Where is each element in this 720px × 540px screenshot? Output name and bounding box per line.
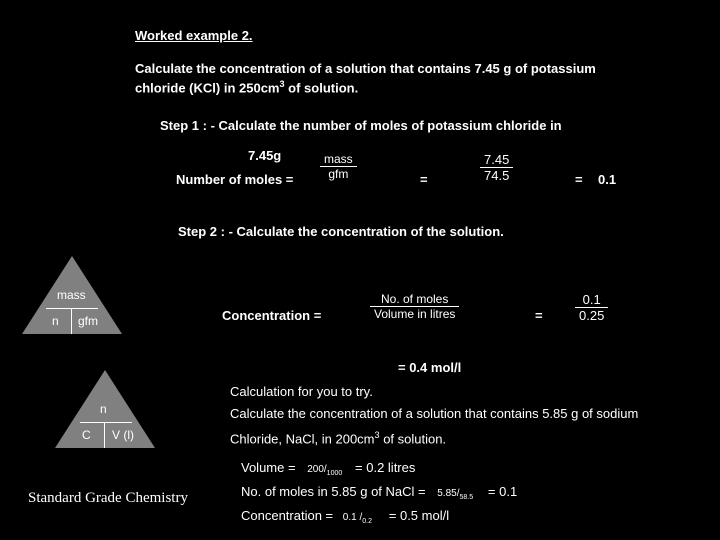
val-den: 74.5 xyxy=(480,168,513,183)
conc-label: Concentration = xyxy=(222,308,321,323)
fraction-conc-vals: 0.1 0.25 xyxy=(575,292,608,323)
vol-calc-end: = 0.2 litres xyxy=(355,460,415,475)
conc-calc: Concentration = 0.1 /0.2 = 0.5 mol/l xyxy=(241,508,449,525)
footer: Standard Grade Chemistry xyxy=(28,490,188,507)
step1-label: Step 1 : - Calculate the number of moles… xyxy=(160,118,562,133)
problem-part1: Calculate the concentration of a solutio… xyxy=(135,61,596,96)
conc-calc-end: = 0.5 mol/l xyxy=(389,508,449,523)
tri1-top: mass xyxy=(57,288,86,302)
moles-calc: No. of moles in 5.85 g of NaCl = 5.85/58… xyxy=(241,484,517,501)
try-p2-b: of solution. xyxy=(380,431,447,446)
conc-den: 0.2 xyxy=(362,518,372,525)
tri1-left: n xyxy=(52,314,59,328)
gfm-word: gfm xyxy=(320,167,357,181)
tri1-divider xyxy=(46,308,98,309)
step1-mass: 7.45g xyxy=(248,148,281,163)
val-num: 7.45 xyxy=(480,152,513,168)
tri1-right: gfm xyxy=(78,314,98,328)
result2: = 0.4 mol/l xyxy=(398,360,461,375)
eq2: = xyxy=(575,172,583,187)
fraction-values: 7.45 74.5 xyxy=(480,152,513,183)
try-label: Calculation for you to try. xyxy=(230,384,373,399)
vol-num: 200 xyxy=(307,464,324,475)
vol-calc: Volume = 200/1000 = 0.2 litres xyxy=(241,460,415,477)
problem-end: of solution. xyxy=(285,81,359,96)
tri2-left: C xyxy=(82,428,91,442)
volitres: Volume in litres xyxy=(370,307,459,321)
mass-word: mass xyxy=(320,152,357,167)
problem-text: Calculate the concentration of a solutio… xyxy=(135,60,600,98)
eq3: = xyxy=(535,308,543,323)
result1: 0.1 xyxy=(598,172,616,187)
try-problem1: Calculate the concentration of a solutio… xyxy=(230,406,638,421)
tri2-right: V (l) xyxy=(112,428,134,442)
tri1-vline xyxy=(71,308,72,334)
tri2-top: n xyxy=(100,402,107,416)
step2-label: Step 2 : - Calculate the concentration o… xyxy=(178,224,504,239)
tri2-divider xyxy=(80,422,132,423)
try-problem2: Chloride, NaCl, in 200cm3 of solution. xyxy=(230,430,446,446)
frac2-num: 0.1 xyxy=(575,292,608,308)
conc-calc-label: Concentration = xyxy=(241,508,333,523)
frac2-den: 0.25 xyxy=(575,308,608,323)
title: Worked example 2. xyxy=(135,28,253,43)
moles-den: 58.5 xyxy=(460,494,474,501)
conc-num: 0.1 xyxy=(343,512,357,523)
vol-den: 1000 xyxy=(327,470,343,477)
nomoles: No. of moles xyxy=(370,292,459,307)
moles-num: 5.85 xyxy=(437,488,456,499)
fraction-conc: No. of moles Volume in litres xyxy=(370,292,459,321)
moles-calc-label: No. of moles in 5.85 g of NaCl = xyxy=(241,484,426,499)
moles-calc-end: = 0.1 xyxy=(488,484,517,499)
tri2-vline xyxy=(104,422,105,448)
eq1: = xyxy=(420,172,428,187)
moles-label: Number of moles = xyxy=(176,172,293,187)
fraction-mass-gfm: mass gfm xyxy=(320,152,357,181)
try-p2-a: Chloride, NaCl, in 200cm xyxy=(230,431,375,446)
vol-calc-label: Volume = xyxy=(241,460,296,475)
